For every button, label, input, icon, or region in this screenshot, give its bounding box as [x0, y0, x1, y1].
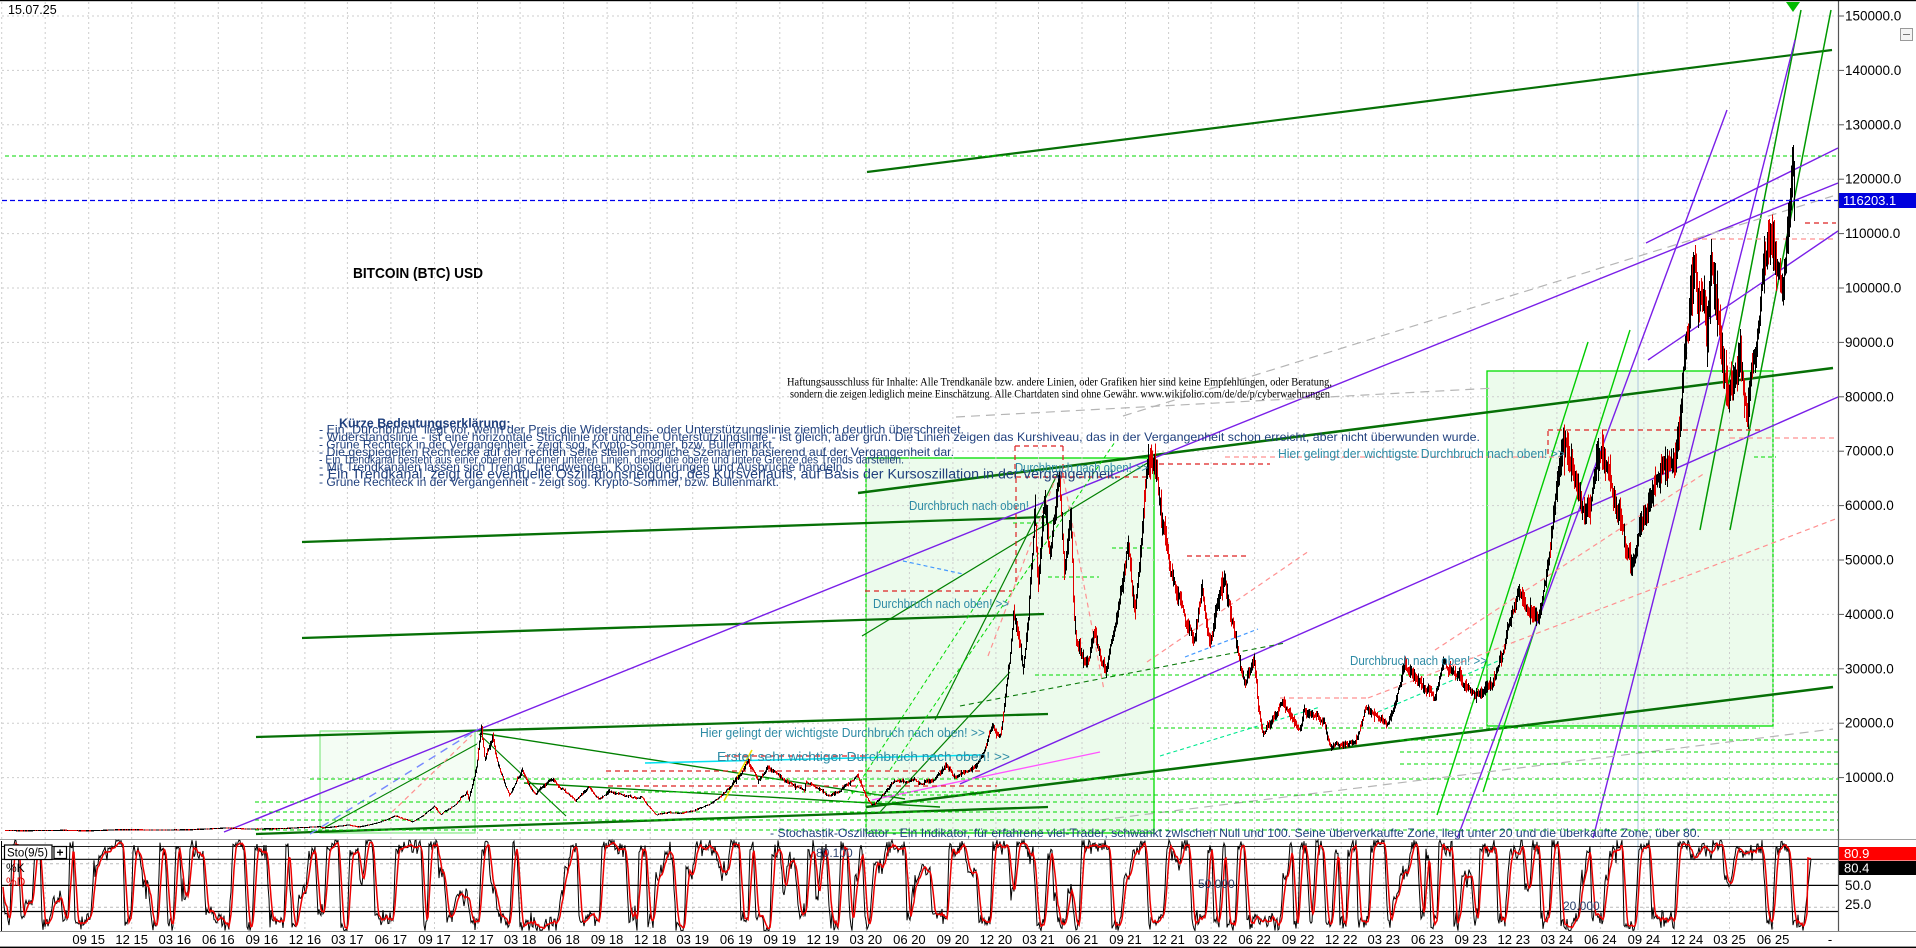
svg-text:10000.0: 10000.0 — [1845, 770, 1894, 785]
svg-text:80.100: 80.100 — [816, 846, 853, 860]
svg-text:Hier gelingt der wichtigste Du: Hier gelingt der wichtigste Durchbruch n… — [700, 726, 985, 740]
svg-text:120000.0: 120000.0 — [1845, 172, 1901, 187]
svg-text:06 20: 06 20 — [893, 932, 926, 947]
svg-text:03 17: 03 17 — [331, 932, 364, 947]
svg-text:Durchbruch nach oben! >>: Durchbruch nach oben! >> — [1015, 461, 1148, 475]
svg-text:03 24: 03 24 — [1541, 932, 1574, 947]
svg-text:110000.0: 110000.0 — [1845, 226, 1900, 241]
svg-text:50.0: 50.0 — [1845, 878, 1871, 893]
svg-text:06 23: 06 23 — [1411, 932, 1444, 947]
svg-text:90000.0: 90000.0 — [1845, 335, 1894, 350]
svg-text:09 23: 09 23 — [1455, 932, 1488, 947]
svg-text:- Grüne Rechteck in der Vergan: - Grüne Rechteck in der Vergangenheit - … — [319, 475, 779, 489]
svg-text:06 22: 06 22 — [1238, 932, 1271, 947]
svg-text:- Mit Trendkanälen lassen sich: - Mit Trendkanälen lassen sich Trends, T… — [319, 460, 846, 474]
svg-text:12 18: 12 18 — [634, 932, 667, 947]
svg-text:06 18: 06 18 — [547, 932, 580, 947]
svg-text:Durchbruch nach oben!: Durchbruch nach oben! — [909, 499, 1029, 513]
svg-text:06 19: 06 19 — [720, 932, 753, 947]
svg-text:sondern die zeigen lediglich m: sondern die zeigen lediglich meine Einsc… — [790, 387, 1330, 401]
svg-text:12 20: 12 20 — [980, 932, 1013, 947]
svg-text:09 21: 09 21 — [1109, 932, 1142, 947]
svg-text:Durchbruch nach oben! >>: Durchbruch nach oben! >> — [1350, 654, 1487, 668]
svg-text:12 24: 12 24 — [1671, 932, 1704, 947]
svg-text:03 25: 03 25 — [1713, 932, 1746, 947]
svg-text:150000.0: 150000.0 — [1845, 9, 1901, 24]
svg-text:116203.1: 116203.1 — [1843, 193, 1896, 208]
svg-text:03 16: 03 16 — [159, 932, 192, 947]
svg-text:12 17: 12 17 — [461, 932, 494, 947]
svg-text:09 20: 09 20 — [937, 932, 970, 947]
svg-text:Kürze Bedeutungserklärung:: Kürze Bedeutungserklärung: — [339, 417, 511, 431]
svg-text:06 21: 06 21 — [1066, 932, 1099, 947]
svg-text:12 19: 12 19 — [807, 932, 840, 947]
svg-text:60000.0: 60000.0 — [1845, 498, 1894, 513]
svg-text:Durchbruch nach oben! >>: Durchbruch nach oben! >> — [873, 597, 1009, 611]
svg-text:09 22: 09 22 — [1282, 932, 1315, 947]
svg-text:09 24: 09 24 — [1628, 932, 1661, 947]
svg-text:50.000: 50.000 — [1198, 877, 1235, 891]
svg-text:80.4: 80.4 — [1844, 861, 1869, 876]
svg-text:Erster sehr wichtiger Durchbru: Erster sehr wichtiger Durchbruch nach ob… — [717, 750, 1010, 764]
svg-text:- Stochastik-Oszillator - Ein: - Stochastik-Oszillator - Ein Indikator,… — [770, 826, 1700, 840]
svg-text:12 21: 12 21 — [1152, 932, 1185, 947]
svg-text:09 16: 09 16 — [246, 932, 279, 947]
svg-text:- Widerstandslinie - ist eine: - Widerstandslinie - ist eine horizontal… — [319, 430, 1480, 444]
svg-text:80000.0: 80000.0 — [1845, 389, 1894, 404]
svg-text:25.0: 25.0 — [1845, 897, 1871, 912]
svg-text:03 23: 03 23 — [1368, 932, 1401, 947]
svg-text:-: - — [1828, 932, 1832, 947]
svg-text:- Grüne Rechteck in der Vergan: - Grüne Rechteck in der Vergangenheit - … — [319, 438, 775, 452]
svg-text:40000.0: 40000.0 — [1845, 607, 1894, 622]
svg-text:09 19: 09 19 — [764, 932, 797, 947]
svg-text:80.9: 80.9 — [1844, 846, 1869, 861]
svg-text:50000.0: 50000.0 — [1845, 553, 1894, 568]
svg-text:BITCOIN (BTC) USD: BITCOIN (BTC) USD — [353, 265, 483, 282]
svg-text:Hier gelingt der wichtigste Du: Hier gelingt der wichtigste Durchbruch n… — [1278, 447, 1565, 461]
svg-text:20000.0: 20000.0 — [1845, 716, 1894, 731]
svg-text:100000.0: 100000.0 — [1845, 281, 1901, 296]
svg-text:06 17: 06 17 — [375, 932, 408, 947]
svg-text:03 19: 03 19 — [676, 932, 709, 947]
svg-text:- Ein „Durchbruch“ liegt vor,: - Ein „Durchbruch“ liegt vor, wenn der P… — [319, 423, 964, 437]
svg-text:70000.0: 70000.0 — [1845, 444, 1894, 459]
svg-text:20.000: 20.000 — [1563, 899, 1600, 913]
svg-text:- Ein Trendkanal, zeigt die ev: - Ein Trendkanal, zeigt die eventuelle O… — [319, 467, 1118, 482]
svg-text:%D: %D — [6, 875, 26, 889]
svg-text:- Die gespiegelten Rechtecke a: - Die gespiegelten Rechtecke auf der rec… — [319, 445, 954, 459]
svg-text:12 23: 12 23 — [1498, 932, 1531, 947]
svg-text:Sto(9/5): Sto(9/5) — [7, 848, 48, 860]
svg-text:12 15: 12 15 — [115, 932, 148, 947]
svg-text:09 17: 09 17 — [418, 932, 451, 947]
svg-text:- Ein Trendkanal besteht aus e: - Ein Trendkanal besteht aus einer obere… — [319, 453, 904, 467]
svg-text:12 22: 12 22 — [1325, 932, 1358, 947]
svg-text:03 22: 03 22 — [1195, 932, 1228, 947]
svg-text:06 16: 06 16 — [202, 932, 235, 947]
svg-text:09 18: 09 18 — [591, 932, 624, 947]
svg-text:12 16: 12 16 — [289, 932, 322, 947]
svg-text:03 18: 03 18 — [504, 932, 537, 947]
svg-text:06 25: 06 25 — [1757, 932, 1790, 947]
svg-text:+: + — [57, 846, 64, 860]
svg-text:Haftungsausschluss für Inhalte: Haftungsausschluss für Inhalte: Alle Tre… — [787, 375, 1332, 389]
svg-text:140000.0: 140000.0 — [1845, 63, 1901, 78]
svg-text:09 15: 09 15 — [72, 932, 105, 947]
svg-text:%K: %K — [6, 861, 25, 875]
svg-text:130000.0: 130000.0 — [1845, 117, 1901, 132]
svg-text:03 21: 03 21 — [1022, 932, 1055, 947]
svg-text:06 24: 06 24 — [1584, 932, 1617, 947]
svg-text:03 20: 03 20 — [850, 932, 883, 947]
svg-text:15.07.25: 15.07.25 — [8, 3, 57, 17]
svg-text:30000.0: 30000.0 — [1845, 661, 1894, 676]
